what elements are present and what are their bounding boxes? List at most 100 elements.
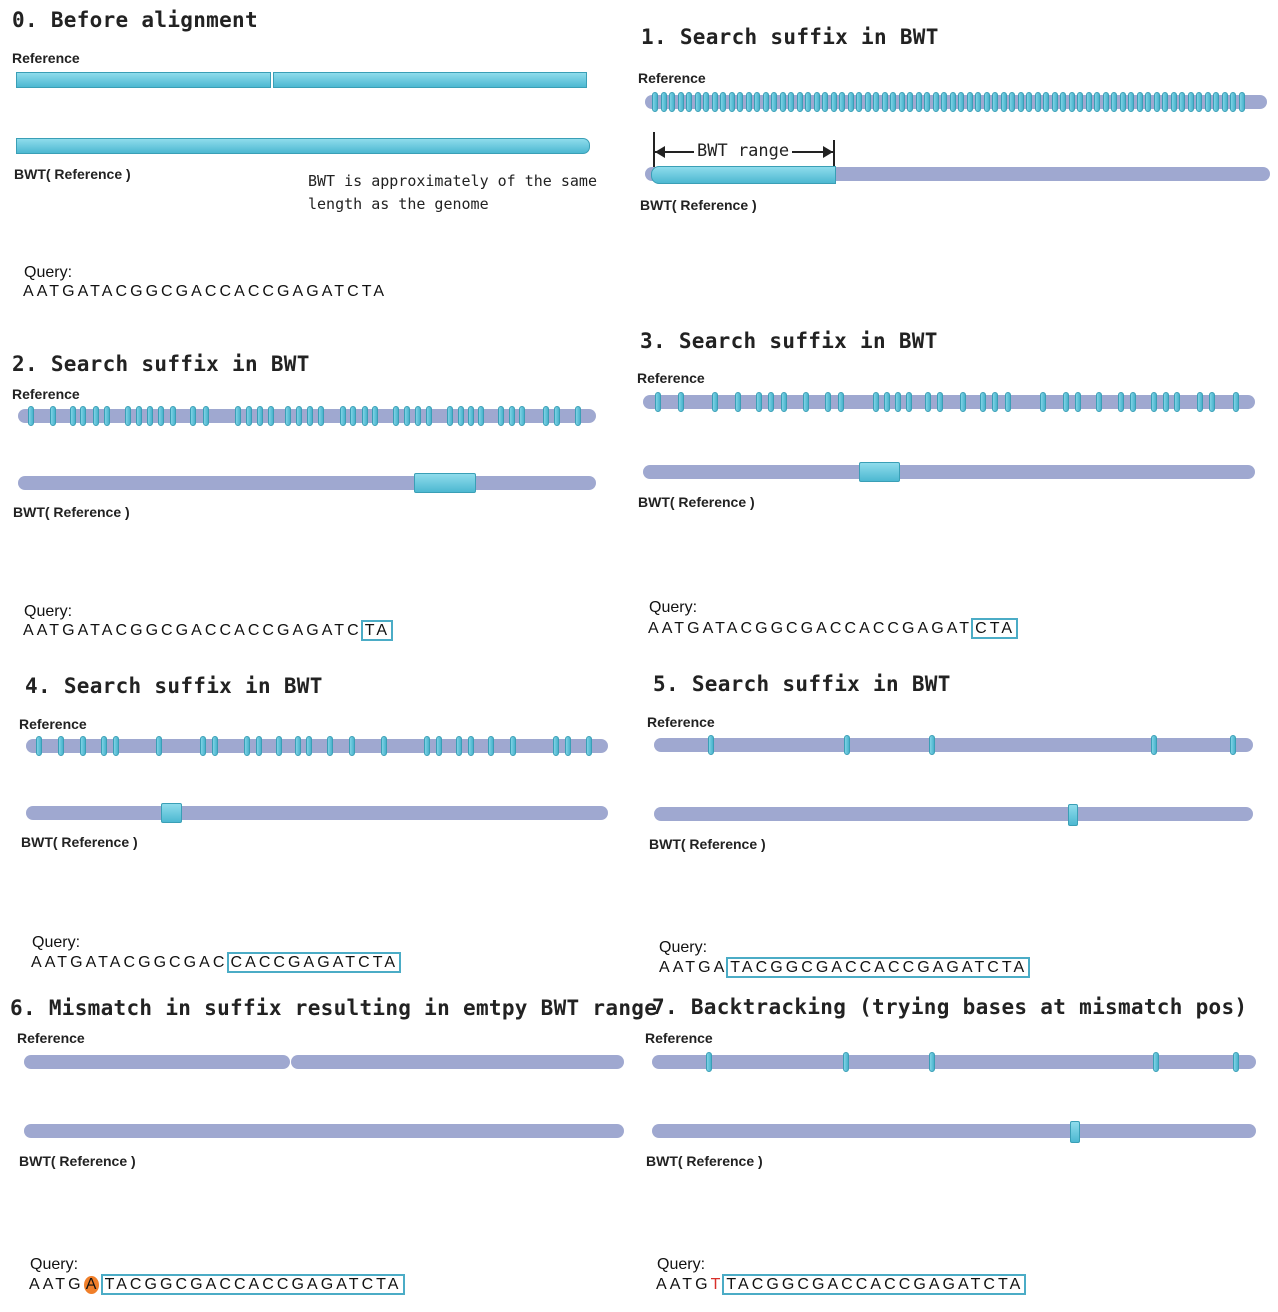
match-tick <box>907 92 913 112</box>
match-tick <box>381 736 387 756</box>
match-tick <box>1162 92 1168 112</box>
match-tick <box>147 406 153 426</box>
match-tick <box>509 406 515 426</box>
match-tick <box>1118 392 1124 412</box>
match-tick <box>669 92 675 112</box>
match-tick <box>1103 92 1109 112</box>
match-tick <box>712 92 718 112</box>
match-tick <box>825 392 831 412</box>
match-tick <box>703 92 709 112</box>
match-tick <box>1222 92 1228 112</box>
match-tick <box>737 92 743 112</box>
match-tick <box>929 1052 935 1072</box>
query-prefix: AATGATACGGCGACCACCGAGATCTA <box>23 283 388 300</box>
match-tick <box>686 92 692 112</box>
reference-label: Reference <box>637 370 705 386</box>
match-tick <box>746 92 752 112</box>
match-tick <box>1043 92 1049 112</box>
match-tick <box>805 92 811 112</box>
match-tick <box>754 92 760 112</box>
match-tick <box>781 392 787 412</box>
match-tick <box>468 736 474 756</box>
query-prefix: AATG <box>29 1276 84 1293</box>
query-prefix: AATGATACGGCGACCACCGAGATC <box>23 622 362 639</box>
match-tick <box>661 92 667 112</box>
match-tick <box>899 92 905 112</box>
match-tick <box>553 736 559 756</box>
panel-title: 2. Search suffix in BWT <box>12 352 310 376</box>
reference-segment <box>16 72 271 88</box>
query-label: Query: <box>649 599 698 616</box>
bwt-range-highlight <box>161 803 182 823</box>
match-tick <box>1151 735 1157 755</box>
match-tick <box>543 406 549 426</box>
query-prefix: AATGATACGGCGAC <box>31 954 228 971</box>
match-tick <box>890 92 896 112</box>
match-tick <box>856 92 862 112</box>
query-label: Query: <box>24 264 73 281</box>
match-tick <box>763 92 769 112</box>
query-sequence: AATGATACGGCGACCACCGAGATCTA <box>23 283 387 301</box>
match-tick <box>50 406 56 426</box>
match-tick <box>803 392 809 412</box>
match-tick <box>958 92 964 112</box>
matched-suffix-box: TACGGCGACCACCGAGATCTA <box>726 957 1031 978</box>
match-tick <box>256 736 262 756</box>
match-tick <box>1233 1052 1239 1072</box>
match-tick <box>844 735 850 755</box>
match-tick <box>340 406 346 426</box>
match-tick <box>780 92 786 112</box>
match-tick <box>1209 392 1215 412</box>
match-tick <box>510 736 516 756</box>
match-tick <box>424 736 430 756</box>
match-tick <box>1205 92 1211 112</box>
match-tick <box>873 92 879 112</box>
match-tick <box>960 392 966 412</box>
query-prefix: AATGA <box>659 959 728 976</box>
match-tick <box>873 392 879 412</box>
match-tick <box>1230 92 1236 112</box>
match-tick <box>436 736 442 756</box>
range-left-bracket <box>653 132 655 168</box>
reference-bar <box>26 739 608 753</box>
match-tick <box>58 736 64 756</box>
bwt-bar <box>24 1124 624 1138</box>
match-tick <box>170 406 176 426</box>
match-tick <box>992 392 998 412</box>
match-tick <box>415 406 421 426</box>
match-tick <box>575 406 581 426</box>
match-tick <box>565 736 571 756</box>
match-tick <box>1094 92 1100 112</box>
query-label: Query: <box>30 1256 79 1273</box>
reference-label: Reference <box>19 716 87 732</box>
bwt-bar <box>26 806 608 820</box>
match-tick <box>372 406 378 426</box>
note-line-2: length as the genome <box>308 195 489 213</box>
match-tick <box>456 736 462 756</box>
match-tick <box>488 736 494 756</box>
match-tick <box>950 92 956 112</box>
match-tick <box>212 736 218 756</box>
reference-bar <box>643 395 1255 409</box>
match-tick <box>729 92 735 112</box>
bwt-label: BWT( Reference ) <box>13 504 130 520</box>
matched-suffix-box: CACCGAGATCTA <box>226 952 402 973</box>
range-right-bracket <box>833 140 835 168</box>
match-tick <box>984 92 990 112</box>
matched-suffix-box: CTA <box>971 618 1019 639</box>
query-label: Query: <box>659 939 708 956</box>
match-tick <box>708 735 714 755</box>
match-tick <box>268 406 274 426</box>
match-tick <box>203 406 209 426</box>
match-tick <box>458 406 464 426</box>
query-sequence: AATGT TACGGCGACCACCGAGATCTA <box>656 1274 1027 1295</box>
match-tick <box>468 406 474 426</box>
match-tick <box>1063 392 1069 412</box>
bwt-range-highlight <box>1070 1121 1080 1143</box>
match-tick <box>1096 392 1102 412</box>
reference-segment <box>273 72 587 88</box>
bwt-label: BWT( Reference ) <box>646 1153 763 1169</box>
match-tick <box>1052 92 1058 112</box>
